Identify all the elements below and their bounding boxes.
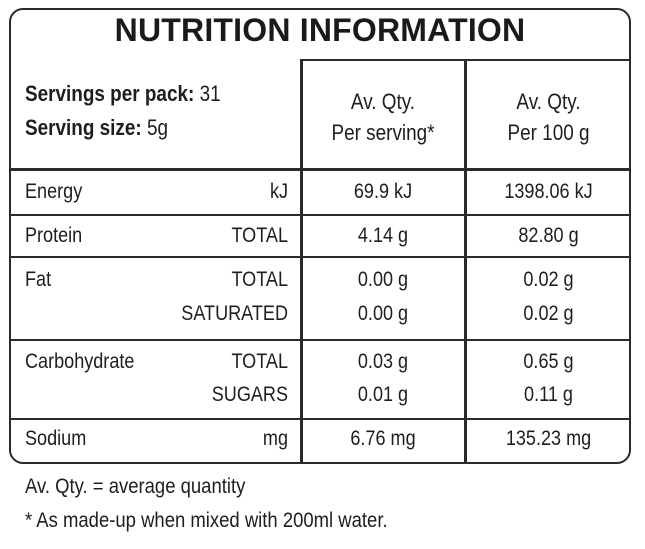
serving-size: Serving size: 5g (25, 115, 169, 140)
protein-sub: TOTAL (231, 224, 288, 247)
footnote-made-up: * As made-up when mixed with 200ml water… (25, 509, 388, 532)
row-divider (10, 214, 631, 216)
fat-saturated-per-serving: 0.00 g (357, 302, 409, 325)
nutrient-energy: Energy (25, 180, 83, 203)
row-divider (10, 256, 631, 258)
fat-saturated-per-100g: 0.02 g (523, 302, 574, 325)
protein-per-serving: 4.14 g (357, 224, 409, 247)
fat-sub-total: TOTAL (231, 268, 288, 291)
energy-unit: kJ (269, 180, 288, 203)
nutrient-protein: Protein (25, 224, 83, 247)
carb-total-per-100g: 0.65 g (523, 350, 574, 373)
sodium-unit: mg (262, 427, 288, 450)
carb-total-per-serving: 0.03 g (357, 350, 409, 373)
nutrition-panel (9, 8, 631, 464)
energy-per-100g: 1398.06 kJ (504, 180, 593, 203)
column-divider (300, 59, 303, 463)
sodium-per-100g: 135.23 mg (505, 427, 592, 450)
column-divider (464, 59, 467, 463)
fat-sub-saturated: SATURATED (181, 302, 288, 325)
row-divider (10, 418, 631, 420)
fat-total-per-100g: 0.02 g (523, 268, 574, 291)
servings-per-pack: Servings per pack: 31 (25, 81, 221, 106)
header-bottom-divider (10, 168, 631, 171)
carb-sub-total: TOTAL (231, 350, 288, 373)
carb-sub-sugars: SUGARS (211, 383, 288, 406)
row-divider (10, 339, 631, 341)
footnote-av-qty: Av. Qty. = average quantity (25, 475, 246, 498)
panel-title: NUTRITION INFORMATION (114, 12, 526, 48)
sodium-per-serving: 6.76 mg (350, 427, 416, 450)
carb-sugars-per-100g: 0.11 g (524, 383, 573, 406)
column-header-per-100g: Av. Qty. Per 100 g (507, 89, 590, 145)
nutrient-carbohydrate: Carbohydrate (25, 350, 135, 373)
carb-sugars-per-serving: 0.01 g (357, 383, 409, 406)
nutrient-sodium: Sodium (25, 427, 87, 450)
nutrient-fat: Fat (25, 268, 52, 291)
column-header-per-serving: Av. Qty. Per serving* (331, 89, 435, 145)
fat-total-per-serving: 0.00 g (357, 268, 409, 291)
energy-per-serving: 69.9 kJ (353, 180, 413, 203)
protein-per-100g: 82.80 g (518, 224, 579, 247)
